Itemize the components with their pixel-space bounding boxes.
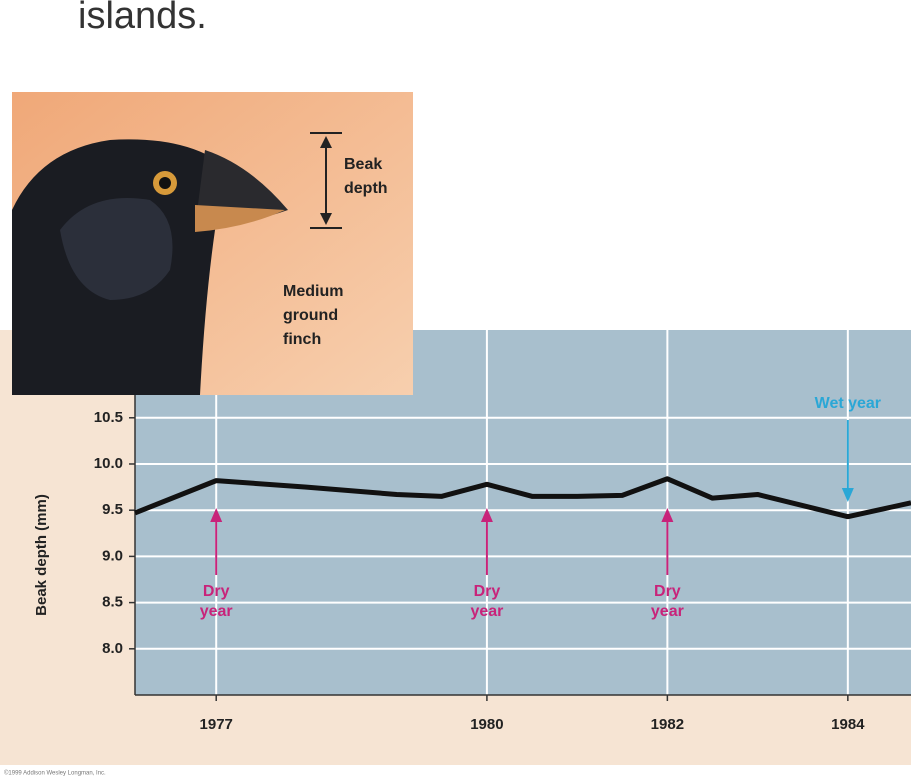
credit: ©1999 Addison Wesley Longman, Inc. xyxy=(4,770,106,777)
finch-label: ground xyxy=(283,307,338,324)
finch-label: finch xyxy=(283,331,321,348)
y-tick-label: 9.0 xyxy=(102,547,123,564)
annotation-text: Wet year xyxy=(815,395,881,412)
annotation-text: Dry xyxy=(203,583,230,600)
y-tick-label: 8.5 xyxy=(102,594,123,611)
annotation-text: Dry xyxy=(474,583,501,600)
y-tick-label: 10.5 xyxy=(94,409,123,426)
x-tick-label: 1984 xyxy=(831,716,865,733)
y-tick-label: 9.5 xyxy=(102,501,123,518)
annotation-text: year xyxy=(200,603,233,620)
slide-title: islands. xyxy=(78,0,207,37)
x-tick-label: 1977 xyxy=(200,716,233,733)
y-axis-label: Beak depth (mm) xyxy=(33,494,50,616)
y-tick-label: 8.0 xyxy=(102,640,123,657)
annotation-text: Dry xyxy=(654,583,681,600)
x-tick-label: 1980 xyxy=(470,716,503,733)
x-tick-label: 1982 xyxy=(651,716,684,733)
annotation-text: year xyxy=(470,603,503,620)
finch-figure xyxy=(12,92,413,395)
y-tick-label: 10.0 xyxy=(94,455,123,472)
slide: islands. 8.0 8.5 9.0 9.5 10.0 10.5 1977 1980 198… xyxy=(0,0,911,779)
finch-label: Medium xyxy=(283,283,343,300)
annotation-text: year xyxy=(651,603,684,620)
beak-label: Beak xyxy=(344,156,382,173)
beak-label: depth xyxy=(344,180,388,197)
